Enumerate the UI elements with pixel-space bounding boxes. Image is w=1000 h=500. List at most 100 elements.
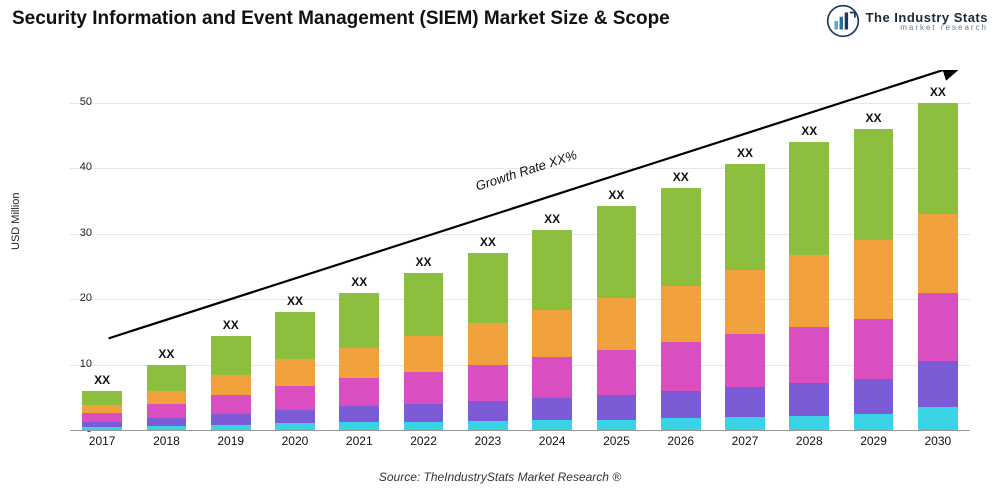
bar-segment [918,407,958,430]
logo-icon [826,4,860,38]
bar-segment [661,418,701,430]
bar-segment [211,336,251,375]
x-tick-label: 2018 [134,434,198,448]
bar-value-label: XX [275,294,315,308]
bar-segment [211,414,251,424]
bar-segment [725,164,765,270]
bar-segment [82,405,122,413]
bar-segment [275,359,315,385]
bar-segment [597,298,637,350]
x-tick-label: 2026 [649,434,713,448]
bar-value-label: XX [918,85,958,99]
bar-segment [789,142,829,255]
bar-segment [789,383,829,416]
bar-segment [789,255,829,327]
logo-text-2: market research [866,24,988,32]
bar-segment [404,404,444,421]
x-tick-label: 2030 [906,434,970,448]
x-tick-label: 2022 [391,434,455,448]
bar: XX [661,188,701,430]
bar-value-label: XX [854,111,894,125]
bar-segment [918,361,958,407]
bar-segment [275,312,315,359]
bar-segment [404,372,444,405]
bar-value-label: XX [725,146,765,160]
bar-segment [147,391,187,404]
bar-segment [339,406,379,422]
bar-segment [147,418,187,426]
bar-segment [532,357,572,398]
bar-segment [725,334,765,386]
bar-value-label: XX [661,170,701,184]
bar-segment [339,422,379,430]
bar-segment [339,348,379,378]
bar-segment [339,378,379,407]
bar-segment [468,401,508,421]
bar-segment [918,103,958,214]
bar: XX [725,164,765,430]
bar-segment [211,395,251,415]
bar-segment [404,336,444,372]
bar: XX [339,293,379,430]
bar-segment [854,319,894,379]
x-tick-label: 2025 [584,434,648,448]
bar-segment [918,214,958,293]
bar-segment [661,188,701,286]
bar-value-label: XX [339,275,379,289]
bar-segment [468,323,508,365]
x-tick-label: 2020 [263,434,327,448]
bar-segment [789,327,829,383]
bar-value-label: XX [789,124,829,138]
x-axis-baseline [70,430,970,431]
bar-segment [597,350,637,395]
bar-value-label: XX [82,373,122,387]
bar: XX [918,103,958,430]
bar-segment [339,293,379,348]
bar-segment [661,286,701,342]
x-tick-label: 2021 [327,434,391,448]
bar-segment [854,414,894,430]
bar-segment [854,240,894,319]
bar-segment [532,398,572,420]
bar-value-label: XX [468,235,508,249]
bar-segment [147,404,187,418]
bars-area: XXXXXXXXXXXXXXXXXXXXXXXXXXXX [70,70,970,430]
bar-segment [725,417,765,430]
bar-segment [82,427,122,430]
bar-segment [532,420,572,430]
bar: XX [854,129,894,430]
bar-segment [404,273,444,336]
page-title: Security Information and Event Managemen… [12,8,670,30]
bar: XX [789,142,829,430]
bar-segment [597,206,637,298]
brand-logo: The Industry Stats market research [826,4,988,38]
x-tick-label: 2029 [841,434,905,448]
x-tick-label: 2028 [777,434,841,448]
bar-segment [211,425,251,430]
source-footer: Source: TheIndustryStats Market Research… [0,470,1000,484]
bar-segment [211,375,251,395]
bar-segment [82,391,122,405]
x-tick-label: 2024 [520,434,584,448]
bar-segment [725,270,765,334]
bar-value-label: XX [211,318,251,332]
bar-segment [597,395,637,420]
x-tick-label: 2017 [70,434,134,448]
bar-value-label: XX [147,347,187,361]
bar-segment [789,416,829,430]
bar-segment [725,387,765,417]
bar-segment [275,423,315,430]
bar-segment [147,365,187,391]
bar-segment [661,391,701,418]
x-tick-label: 2019 [199,434,263,448]
bar-segment [532,310,572,357]
bar: XX [468,253,508,430]
bar-segment [468,253,508,322]
y-axis-label: USD Million [10,193,22,250]
bar: XX [404,273,444,430]
bar-segment [597,420,637,430]
bar-segment [918,293,958,362]
bar-segment [661,342,701,390]
bar-segment [275,386,315,411]
bar-segment [854,129,894,240]
